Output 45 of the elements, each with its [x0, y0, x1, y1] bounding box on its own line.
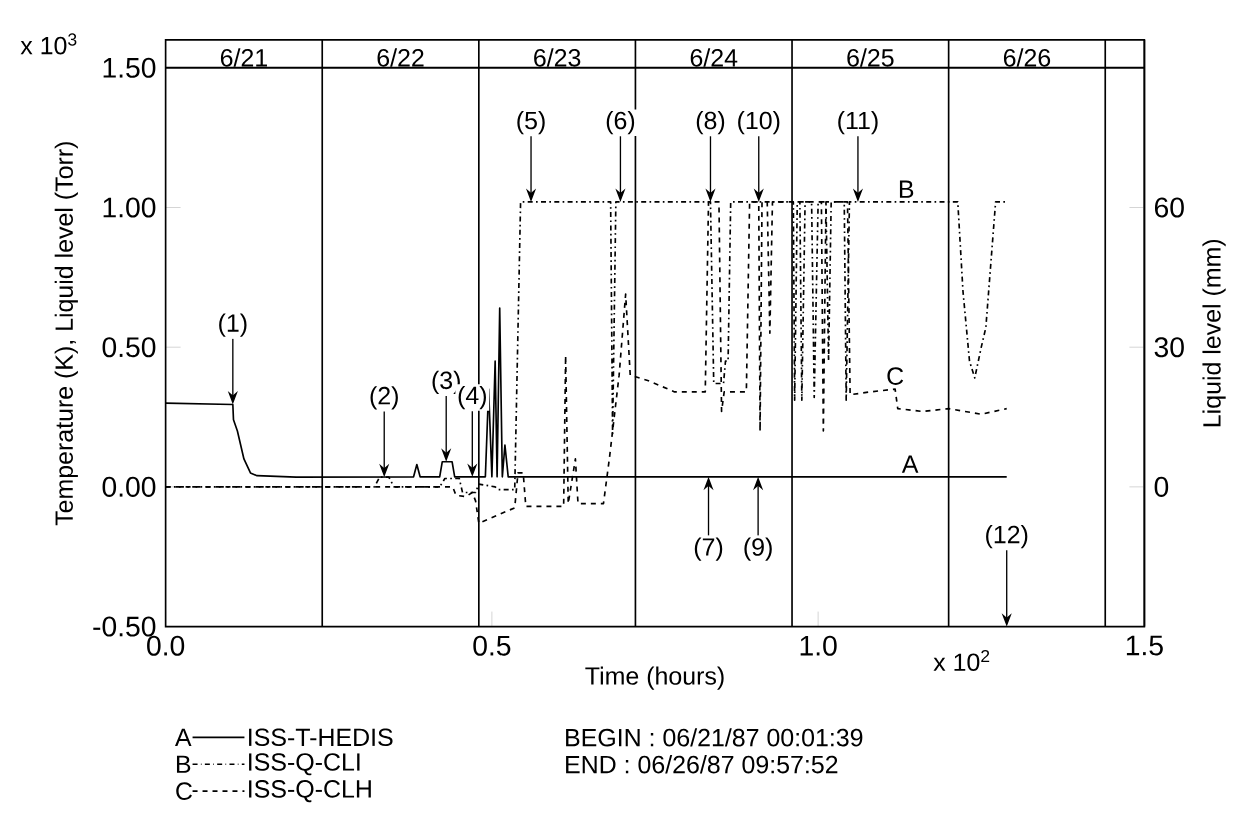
- text: C: [176, 782, 192, 800]
- x-tick-label: 0.5: [473, 635, 511, 656]
- text: B: [176, 755, 191, 773]
- annotation: 6/24: [690, 48, 738, 67]
- y2-tick-label: 30: [1154, 337, 1184, 358]
- annotation: (4): [458, 385, 486, 410]
- annotation: (10): [738, 111, 780, 135]
- annotation: 6/26: [1003, 48, 1051, 67]
- y2-axis-title: Liquid level (mm): [1202, 239, 1226, 427]
- text: x 10$^{2}$: [933, 649, 990, 671]
- annotation: (5): [517, 111, 545, 135]
- text: BEGIN : 06/21/87 00:01:39: [566, 728, 863, 747]
- y-tick-label: 1.00: [103, 197, 156, 218]
- legend-label: ISS-Q-CLI: [249, 753, 360, 776]
- annotation: (8): [696, 111, 725, 135]
- text: A: [174, 728, 192, 746]
- y-tick-label: 0.00: [102, 476, 156, 497]
- annotation: 6/25: [847, 48, 894, 67]
- legend-label: ISS-T-HEDIS: [249, 728, 393, 747]
- y-axis-title: Temperature (K), Liquid level (Torr): [54, 142, 78, 526]
- text: END : 06/26/87 09:57:52: [566, 755, 838, 774]
- annotation: B: [899, 180, 914, 198]
- annotation: 6/22: [377, 48, 424, 67]
- annotation: (6): [606, 111, 635, 135]
- annotation: (12): [986, 525, 1028, 549]
- x-tick-label: 1.5: [1126, 635, 1163, 656]
- y2-tick-label: 0: [1154, 476, 1169, 497]
- text: x 10$^{3}$: [20, 33, 77, 55]
- annotation: (7): [694, 537, 723, 561]
- annotation: (1): [219, 313, 247, 337]
- y-tick-label: -0.50: [93, 616, 156, 637]
- annotation: (2): [370, 386, 398, 410]
- y-tick-label: 1.50: [103, 57, 156, 78]
- annotation: 6/23: [534, 48, 581, 67]
- annotation: 6/21: [220, 48, 267, 67]
- y2-tick-label: 60: [1154, 197, 1184, 218]
- annotation: (9): [744, 537, 772, 561]
- y-tick-label: 0.50: [102, 337, 156, 358]
- annotation: (11): [838, 111, 878, 135]
- x-tick-label: 0.0: [147, 635, 185, 656]
- x-tick-label: 1.0: [800, 635, 837, 656]
- legend-label: ISS-Q-CLH: [249, 780, 371, 803]
- annotation: A: [901, 455, 919, 473]
- x-axis-title: Time (hours): [585, 666, 724, 690]
- annotation: C: [887, 367, 904, 385]
